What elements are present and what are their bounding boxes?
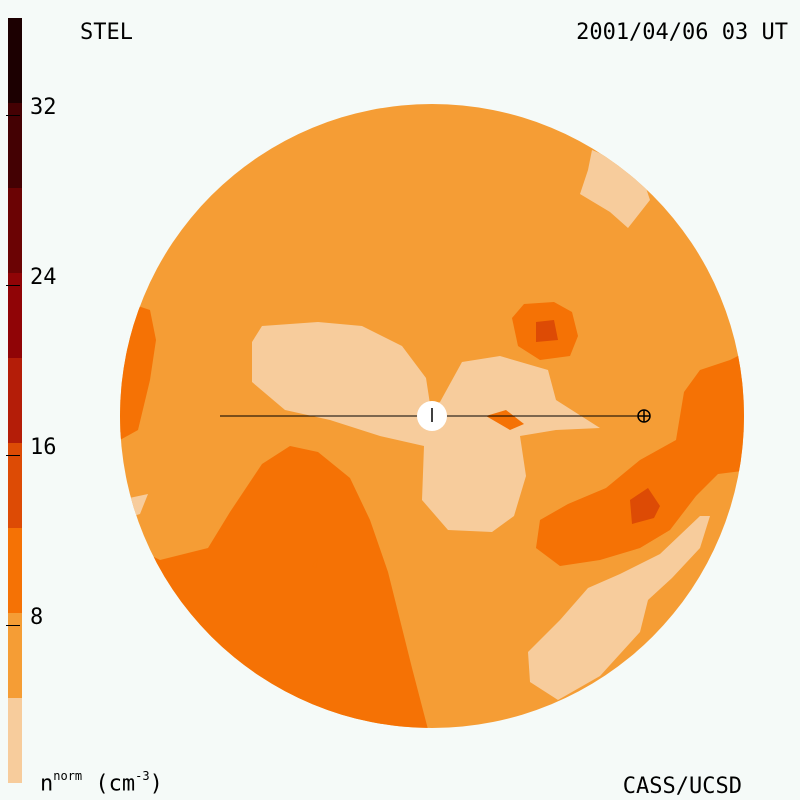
units-exp: -3 xyxy=(135,769,150,783)
earth-icon xyxy=(637,409,651,423)
datetime-label: 2001/04/06 03 UT xyxy=(576,20,788,45)
credit-label: CASS/UCSD xyxy=(622,774,742,799)
contour-mid-center-small xyxy=(486,410,524,430)
colorbar-tick-label: 24 xyxy=(30,265,57,290)
units-rest: (cm xyxy=(82,771,136,797)
colorbar-segment xyxy=(8,103,22,188)
colorbar-segment xyxy=(8,273,22,358)
contour-high-right xyxy=(630,488,660,524)
colorbar-segment xyxy=(8,613,22,698)
colorbar-tick-mark xyxy=(6,625,20,626)
contour-mid-speck xyxy=(312,558,318,568)
colorbar-segment xyxy=(8,188,22,273)
colorbar-segment xyxy=(8,443,22,528)
contour-low-bottom-right xyxy=(528,516,710,700)
contour-mid-right xyxy=(536,350,744,566)
colorbar-tick-mark xyxy=(6,285,20,286)
colorbar-segment xyxy=(8,358,22,443)
colorbar-tick-label: 8 xyxy=(30,605,44,630)
colorbar-segment xyxy=(8,698,22,783)
units-label: nnorm (cm-3) xyxy=(40,769,163,797)
colorbar-segment xyxy=(8,528,22,613)
units-base: n xyxy=(40,771,54,797)
data-source-label: STEL xyxy=(80,20,133,45)
units-close: ) xyxy=(149,771,163,797)
colorbar-segment xyxy=(8,18,22,103)
units-sup: norm xyxy=(53,769,83,783)
colorbar xyxy=(8,18,22,783)
contour-high-upper-right xyxy=(536,320,558,342)
colorbar-tick-mark xyxy=(6,455,20,456)
colorbar-tick-mark xyxy=(6,115,20,116)
colorbar-tick-label: 32 xyxy=(30,95,57,120)
colorbar-tick-label: 16 xyxy=(30,435,57,460)
